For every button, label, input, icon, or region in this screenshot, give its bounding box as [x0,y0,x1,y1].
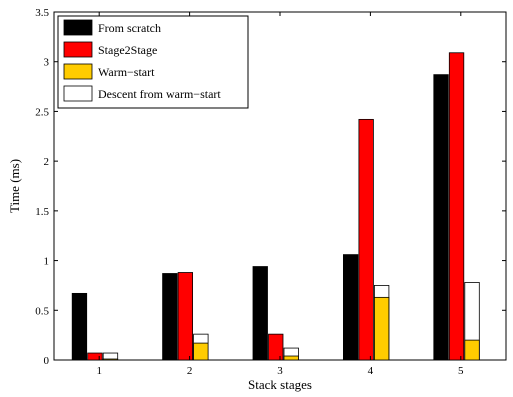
legend-swatch-1 [63,41,93,58]
bar-warm-start-5 [464,339,480,361]
bar-warm-start-4 [373,296,390,361]
y-tick-label-5: 2.5 [35,106,49,118]
bar-warm-start-1 [102,358,119,361]
bar-from-scratch-1 [71,292,88,361]
legend-swatch-0 [63,19,93,36]
bar-stage2stage-4 [358,118,374,361]
bar-warm-start-2 [193,342,209,361]
x-axis-label: Stack stages [248,377,312,392]
y-axis-label: Time (ms) [7,159,22,213]
y-tick-label-2: 1 [44,256,50,268]
y-ticks-group: 0 0.5 1 1.5 2 2.5 3 3.5 [35,7,506,367]
x-tick-label-3: 3 [277,365,283,377]
y-tick-label-0: 0 [44,355,50,367]
bar-stage2stage-1 [87,352,103,361]
bar-warm-start-3 [283,355,299,361]
bar-from-scratch-5 [433,74,449,361]
y-tick-label-6: 3 [44,57,50,69]
legend-swatch-2 [63,63,93,80]
y-tick-label-7: 3.5 [35,7,49,19]
bar-stage2stage-5 [448,52,465,361]
bar-from-scratch-2 [162,273,178,361]
bar-from-scratch-3 [252,266,268,361]
y-tick-label-1: 0.5 [35,305,49,317]
bar-from-scratch-4 [342,254,359,361]
y-tick-label-4: 2 [44,156,50,168]
x-tick-label-1: 1 [96,365,102,377]
legend-swatch-3 [63,85,93,102]
bar-stage2stage-2 [177,272,194,361]
legend: From scratch Stage2Stage Warm−start Descent… [57,15,249,109]
x-tick-label-5: 5 [458,365,464,377]
x-ticks-group: 1 2 3 4 5 [96,12,464,377]
legend-label-1: Stage2Stage [98,43,157,57]
x-tick-label-2: 2 [187,365,193,377]
bar-stage2stage-3 [268,333,284,361]
x-tick-label-4: 4 [368,365,374,377]
y-tick-label-3: 1.5 [35,206,49,218]
legend-label-0: From scratch [98,21,161,35]
bars-group [71,52,480,361]
legend-label-2: Warm−start [98,65,155,79]
legend-label-3: Descent from warm−start [98,87,221,101]
